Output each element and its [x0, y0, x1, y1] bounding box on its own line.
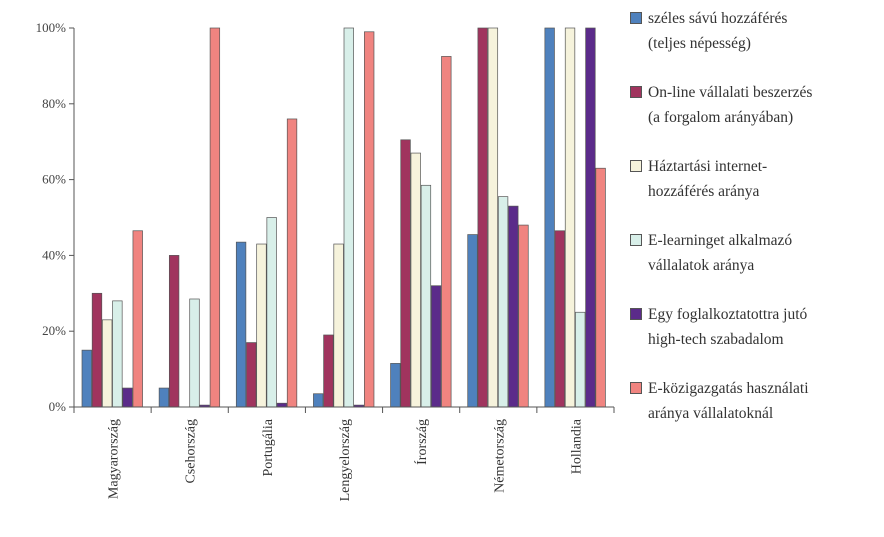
bar — [554, 230, 565, 408]
category-label: Portugália — [261, 418, 276, 476]
bar — [91, 292, 103, 408]
bar — [477, 27, 488, 408]
bar — [497, 196, 509, 408]
bar — [189, 298, 200, 408]
legend: széles sávú hozzáférés (teljes népesség)… — [628, 6, 880, 450]
legend-item: Egy foglalkoztatottra jutó high-tech sza… — [628, 302, 880, 376]
bar — [410, 152, 421, 408]
legend-label: Egy foglalkoztatottra jutó high-tech sza… — [648, 306, 808, 348]
bar — [112, 300, 123, 408]
bar — [390, 363, 401, 408]
bar — [420, 184, 432, 408]
bar — [246, 342, 257, 408]
bar — [286, 118, 298, 408]
bar — [508, 205, 519, 408]
y-tick-label: 100% — [36, 20, 67, 35]
bar — [400, 139, 411, 408]
legend-label: E-közigazgatás használati aránya vállala… — [648, 380, 809, 422]
bar — [158, 387, 170, 408]
category-label: Írország — [413, 419, 430, 465]
legend-item: széles sávú hozzáférés (teljes népesség) — [628, 6, 880, 80]
bar — [467, 234, 478, 408]
bar — [595, 167, 606, 408]
bar — [276, 402, 287, 408]
y-tick-label: 80% — [42, 96, 66, 111]
bar — [564, 27, 576, 408]
category-label: Csehország — [184, 419, 199, 484]
bar — [81, 349, 92, 408]
bar — [102, 319, 113, 408]
bar — [364, 31, 375, 408]
category-label: Hollandia — [569, 418, 584, 474]
bar — [441, 56, 452, 408]
legend-swatch — [630, 234, 642, 246]
bar — [333, 243, 344, 408]
bar — [487, 27, 499, 408]
bar — [585, 27, 596, 408]
bars — [81, 27, 606, 408]
bar — [235, 241, 247, 408]
legend-item: Háztartási internet- hozzáférés aránya — [628, 154, 880, 228]
y-axis: 0% 20% 40% 60% 80% 100% — [36, 20, 75, 414]
bar — [256, 243, 267, 408]
category-label: Magyarország — [107, 419, 122, 499]
y-tick-label: 40% — [42, 247, 66, 262]
bar — [209, 27, 221, 408]
legend-item: E-közigazgatás használati aránya vállala… — [628, 376, 880, 450]
legend-label: Háztartási internet- hozzáférés aránya — [648, 158, 768, 200]
bar — [430, 285, 442, 408]
bar — [313, 393, 324, 408]
legend-label: E-learninget alkalmazó vállalatok aránya — [648, 232, 793, 274]
y-tick-label: 20% — [42, 323, 66, 338]
bar — [518, 224, 529, 408]
legend-swatch — [630, 308, 642, 320]
legend-label: On-line vállalati beszerzés (a forgalom … — [648, 84, 813, 126]
legend-item: On-line vállalati beszerzés (a forgalom … — [628, 80, 880, 154]
y-tick-label: 60% — [42, 172, 66, 187]
bar — [132, 230, 143, 408]
y-tick-label: 0% — [49, 399, 67, 414]
category-label: Lengyelország — [338, 419, 353, 501]
legend-item: E-learninget alkalmazó vállalatok aránya — [628, 228, 880, 302]
bar — [575, 311, 586, 408]
bar — [323, 334, 334, 408]
category-label: Németország — [492, 419, 507, 493]
legend-swatch — [630, 382, 642, 394]
bar — [343, 27, 354, 408]
legend-label: széles sávú hozzáférés (teljes népesség) — [648, 10, 788, 52]
bar — [168, 255, 180, 408]
legend-swatch — [630, 12, 642, 24]
legend-swatch — [630, 86, 642, 98]
x-axis: Magyarország Csehország Portugália Lengyelo… — [73, 406, 615, 501]
legend-swatch — [630, 160, 642, 172]
bar — [266, 217, 277, 408]
bar — [122, 387, 133, 408]
bar — [544, 27, 555, 408]
